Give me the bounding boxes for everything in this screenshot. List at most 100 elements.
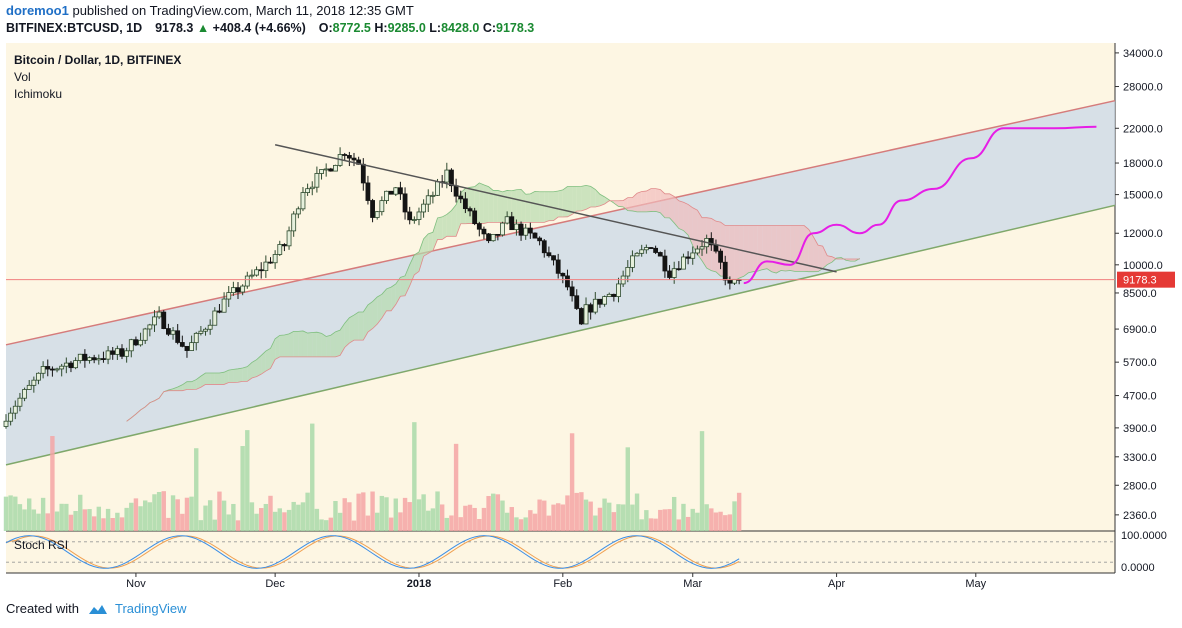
legend-volume[interactable]: Vol xyxy=(14,70,31,84)
volume-bar xyxy=(528,510,533,531)
candle-up xyxy=(277,244,283,255)
cloud-segment-bull xyxy=(567,186,573,217)
price-chart[interactable]: 34000.0 28000.0 22000.0 18000.0 15000.0 12000… xyxy=(0,40,1182,596)
cloud-segment-bull xyxy=(437,216,443,240)
volume-bar xyxy=(91,516,97,531)
price-axis: 34000.0 28000.0 22000.0 18000.0 15000.0 12000… xyxy=(1115,48,1175,522)
cloud-segment-bull xyxy=(316,332,322,357)
volume-bar xyxy=(221,500,227,531)
cloud-segment-bull xyxy=(604,196,610,204)
candle-down xyxy=(560,272,566,277)
candle-up xyxy=(319,169,324,174)
time-tick-label: Nov xyxy=(126,578,146,590)
candle-up xyxy=(435,181,440,196)
candle-up xyxy=(96,358,102,361)
volume-bars xyxy=(3,422,742,531)
candle-up xyxy=(309,186,315,190)
volume-bar xyxy=(282,512,287,531)
cloud-segment-bull xyxy=(177,384,183,391)
volume-bar xyxy=(453,443,459,531)
cloud-segment-bull xyxy=(391,283,396,311)
volume-bar xyxy=(231,503,236,531)
candle-down xyxy=(110,350,116,355)
price-tick-label: 3900.0 xyxy=(1123,423,1157,435)
price-tick-label: 15000.0 xyxy=(1123,190,1163,202)
candle-up xyxy=(681,256,686,270)
volume-bar xyxy=(727,514,733,531)
author-link[interactable]: doremoo1 xyxy=(6,3,69,18)
candle-down xyxy=(217,310,222,313)
candle-down xyxy=(527,227,533,234)
candle-down xyxy=(407,211,413,221)
legend-ichimoku[interactable]: Ichimoku xyxy=(14,87,62,101)
candle-up xyxy=(314,173,320,188)
volume-bar xyxy=(156,491,162,531)
candle-up xyxy=(244,275,250,287)
cloud-segment-bull xyxy=(289,331,294,357)
candle-up xyxy=(634,252,640,257)
volume-bar xyxy=(472,507,477,531)
candle-up xyxy=(207,324,213,330)
candle-down xyxy=(179,342,185,347)
candle-down xyxy=(453,185,459,197)
volume-bar xyxy=(259,508,264,531)
candle-down xyxy=(578,308,584,325)
cloud-segment-bull xyxy=(363,304,368,341)
cloud-segment-bear xyxy=(776,225,781,274)
candle-up xyxy=(500,222,505,236)
volume-bar xyxy=(393,498,398,531)
volume-bar xyxy=(328,517,334,531)
candle-up xyxy=(671,268,677,278)
cloud-segment-bull xyxy=(544,191,549,223)
candle-down xyxy=(708,238,714,246)
oscillator-label[interactable]: Stoch RSI xyxy=(14,538,68,552)
candle-down xyxy=(462,198,468,210)
volume-bar xyxy=(481,507,487,531)
volume-bar xyxy=(388,517,394,531)
cloud-segment-bull xyxy=(581,185,587,211)
candle-up xyxy=(77,353,83,361)
volume-bar xyxy=(616,504,621,531)
oscillator-pane[interactable] xyxy=(6,531,1115,573)
volume-bar xyxy=(709,508,714,531)
volume-bar xyxy=(491,493,496,531)
time-tick-label: Feb xyxy=(553,578,572,590)
volume-bar xyxy=(152,494,157,531)
volume-bar xyxy=(198,520,204,531)
volume-bar xyxy=(143,500,148,531)
candle-up xyxy=(602,296,607,305)
candle-up xyxy=(193,332,199,344)
cloud-segment-bull xyxy=(516,189,522,223)
candle-down xyxy=(370,200,375,218)
candle-down xyxy=(50,368,55,371)
candle-down xyxy=(365,182,371,201)
candle-up xyxy=(17,397,23,407)
cloud-segment-bull xyxy=(483,184,489,224)
volume-bar xyxy=(365,515,371,531)
volume-bar xyxy=(449,515,454,531)
volume-bar xyxy=(639,519,644,531)
volume-bar xyxy=(194,448,199,531)
candle-up xyxy=(305,188,311,193)
candle-up xyxy=(379,200,385,213)
cloud-segment-bull xyxy=(182,381,187,391)
candle-down xyxy=(45,366,51,370)
cloud-segment-bear xyxy=(734,225,740,281)
candle-down xyxy=(472,210,478,225)
candle-up xyxy=(22,389,27,399)
candle-up xyxy=(254,269,259,276)
candle-down xyxy=(555,259,561,274)
candle-up xyxy=(504,216,510,224)
candle-up xyxy=(147,324,153,330)
cloud-segment-bull xyxy=(400,275,406,297)
volume-bar xyxy=(607,502,612,531)
cloud-segment-bull xyxy=(572,186,577,215)
volume-bar xyxy=(296,504,301,531)
cloud-segment-bull xyxy=(265,348,271,372)
cloud-segment-bull xyxy=(312,332,317,357)
cloud-segment-bull xyxy=(451,204,457,237)
tradingview-link[interactable]: TradingView xyxy=(87,601,187,616)
candle-down xyxy=(509,216,515,231)
candle-up xyxy=(323,168,329,171)
volume-bar xyxy=(514,517,519,531)
